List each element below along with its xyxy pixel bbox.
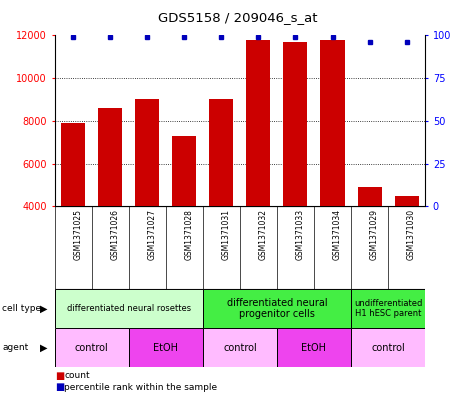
Text: GDS5158 / 209046_s_at: GDS5158 / 209046_s_at [158,11,317,24]
Text: count: count [64,371,90,380]
Bar [61,123,85,206]
Text: ▶: ▶ [40,343,48,353]
Bar [203,328,277,367]
Bar [172,136,196,206]
Bar [203,289,351,328]
Bar [247,40,270,206]
Text: ■: ■ [55,382,64,392]
Text: EtOH: EtOH [302,343,326,353]
Text: control: control [223,343,257,353]
Text: GSM1371034: GSM1371034 [332,209,342,260]
Text: differentiated neural
progenitor cells: differentiated neural progenitor cells [227,298,327,319]
Text: undifferentiated
H1 hESC parent: undifferentiated H1 hESC parent [354,299,422,318]
Text: GSM1371025: GSM1371025 [73,209,82,260]
Bar [321,40,344,206]
Text: GSM1371033: GSM1371033 [295,209,304,260]
Text: control: control [75,343,109,353]
Text: differentiated neural rosettes: differentiated neural rosettes [66,304,191,313]
Text: ▶: ▶ [40,303,48,314]
Bar [98,108,122,206]
Text: EtOH: EtOH [153,343,178,353]
Text: ■: ■ [55,371,64,381]
Text: GSM1371029: GSM1371029 [370,209,379,260]
Text: GSM1371031: GSM1371031 [221,209,230,260]
Text: percentile rank within the sample: percentile rank within the sample [64,383,217,391]
Text: GSM1371032: GSM1371032 [258,209,267,260]
Text: agent: agent [2,343,28,352]
Bar [351,289,425,328]
Bar [55,289,203,328]
Bar [358,187,381,206]
Text: GSM1371026: GSM1371026 [110,209,119,260]
Text: cell type: cell type [2,304,41,313]
Bar [351,328,425,367]
Bar [277,328,351,367]
Text: GSM1371027: GSM1371027 [147,209,156,260]
Text: GSM1371030: GSM1371030 [407,209,416,260]
Bar [129,328,203,367]
Bar [209,99,233,206]
Bar [284,42,307,206]
Text: GSM1371028: GSM1371028 [184,209,193,260]
Bar [395,196,418,206]
Text: control: control [371,343,405,353]
Bar [135,99,159,206]
Bar [55,328,129,367]
